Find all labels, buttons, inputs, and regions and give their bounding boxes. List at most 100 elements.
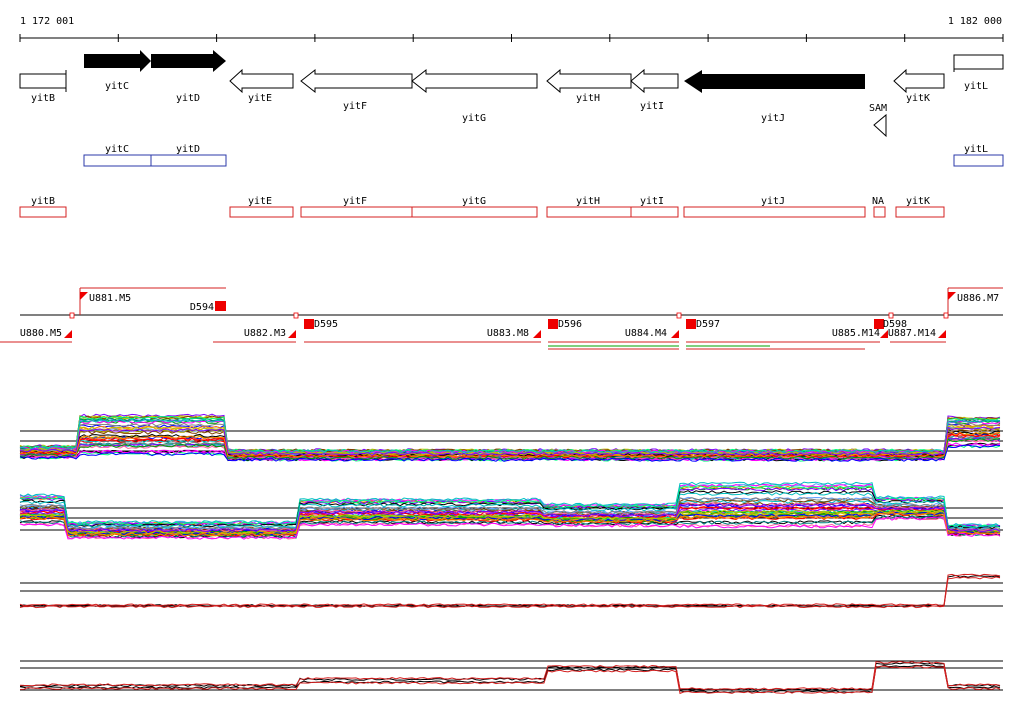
- red-feature-yitH[interactable]: yitH: [546, 196, 632, 218]
- svg-text:U883.M8: U883.M8: [487, 328, 529, 339]
- signal-trace: [19, 660, 1001, 691]
- svg-text:U880.M5: U880.M5: [20, 328, 62, 339]
- gene-yitK[interactable]: yitK: [893, 68, 945, 104]
- signal-trace: [19, 492, 1001, 529]
- gene-yitC[interactable]: yitC: [84, 50, 151, 92]
- signal-trace: [19, 665, 1001, 695]
- segmentation-track: U881.M5 D594 U886.M7 U880.M5 U882.M3 D59…: [0, 287, 1003, 350]
- signal-trace: [19, 511, 1001, 536]
- signal-trace: [19, 438, 1001, 460]
- feature-label: yitB: [31, 196, 55, 207]
- feature-label: yitF: [343, 196, 367, 207]
- gene-label: yitB: [31, 93, 55, 104]
- feature-label: yitJ: [761, 196, 785, 207]
- gene-label: yitI: [640, 101, 664, 112]
- segment-U887.M14[interactable]: U887.M14: [888, 312, 949, 339]
- red-feature-yitJ[interactable]: yitJ: [683, 196, 866, 218]
- segment-D596[interactable]: D596: [548, 319, 582, 330]
- gene-label: yitJ: [761, 113, 785, 124]
- feature-label: NA: [872, 196, 884, 207]
- segment-U886.M7[interactable]: U886.M7: [948, 292, 999, 304]
- expression-panel-1: [19, 413, 1003, 462]
- blue-feature-yitL[interactable]: yitL: [953, 144, 1004, 167]
- expression-panel-4: [19, 660, 1003, 695]
- red-feature-yitF[interactable]: yitF: [300, 196, 413, 218]
- signal-trace: [19, 576, 1001, 609]
- coordinate-ruler: 1 172 001 1 182 000: [19, 16, 1004, 42]
- feature-label: yitK: [906, 196, 930, 207]
- segment-U881.M5[interactable]: U881.M5: [80, 292, 131, 304]
- gene-label: yitD: [176, 93, 200, 104]
- segment-D595[interactable]: D595: [304, 319, 338, 330]
- signal-trace: [19, 497, 1001, 531]
- svg-text:U886.M7: U886.M7: [957, 293, 999, 304]
- gene-label: yitF: [343, 101, 367, 112]
- signal-trace: [19, 430, 1001, 458]
- signal-trace: [19, 662, 1001, 691]
- signal-trace: [19, 481, 1001, 528]
- gene-yitD[interactable]: yitD: [151, 50, 226, 104]
- feature-label: yitD: [176, 144, 200, 155]
- end-coordinate: 1 182 000: [948, 16, 1002, 27]
- signal-trace: [19, 483, 1001, 528]
- feature-label: yitC: [105, 144, 129, 155]
- svg-text:U884.M4: U884.M4: [625, 328, 667, 339]
- red-feature-yitG[interactable]: yitG: [411, 196, 538, 218]
- segment-D597[interactable]: D597: [686, 319, 720, 330]
- svg-text:D594: D594: [190, 302, 214, 313]
- svg-text:U881.M5: U881.M5: [89, 293, 131, 304]
- segment-U884.M4[interactable]: U884.M4: [625, 312, 682, 339]
- blue-feature-yitD[interactable]: yitD: [150, 144, 227, 167]
- svg-text:D598: D598: [883, 319, 907, 330]
- signal-trace: [19, 512, 1001, 537]
- gene-label: yitK: [906, 93, 930, 104]
- feature-label: yitG: [462, 196, 486, 207]
- feature-label: yitH: [576, 196, 600, 207]
- gene-yitE[interactable]: yitE: [229, 68, 294, 104]
- gene-label: yitG: [462, 113, 486, 124]
- segment-U880.M5[interactable]: U880.M5: [20, 312, 75, 339]
- blue-operon-track: yitC yitD yitL: [83, 144, 1004, 167]
- signal-trace: [19, 502, 1001, 532]
- riboswitch-SAM[interactable]: SAM: [869, 103, 887, 138]
- gene-yitJ[interactable]: yitJ: [684, 70, 865, 124]
- svg-text:D595: D595: [314, 319, 338, 330]
- red-feature-NA[interactable]: NA: [872, 196, 886, 218]
- svg-text:U887.M14: U887.M14: [888, 328, 936, 339]
- red-feature-yitI[interactable]: yitI: [630, 196, 679, 218]
- gene-yitF[interactable]: yitF: [300, 68, 413, 112]
- segment-D594[interactable]: D594: [190, 301, 226, 313]
- svg-text:U882.M3: U882.M3: [244, 328, 286, 339]
- svg-text:D596: D596: [558, 319, 582, 330]
- start-coordinate: 1 172 001: [20, 16, 74, 27]
- gene-yitI[interactable]: yitI: [630, 68, 679, 112]
- red-feature-yitK[interactable]: yitK: [895, 196, 945, 218]
- segment-D598[interactable]: D598: [874, 312, 907, 330]
- signal-trace: [19, 419, 1001, 454]
- gene-yitG[interactable]: yitG: [411, 68, 538, 124]
- red-feature-yitE[interactable]: yitE: [229, 196, 294, 218]
- expression-panel-3: [19, 573, 1003, 609]
- feature-label: yitE: [248, 196, 272, 207]
- signal-trace: [19, 509, 1001, 535]
- segment-U883.M8[interactable]: U883.M8: [487, 328, 541, 339]
- svg-text:U885.M14: U885.M14: [832, 328, 880, 339]
- red-feature-yitB[interactable]: yitB: [19, 196, 67, 218]
- segment-U882.M3[interactable]: U882.M3: [244, 312, 299, 339]
- segment-U885.M14[interactable]: U885.M14: [832, 328, 888, 339]
- gene-yitH[interactable]: yitH: [546, 68, 632, 104]
- gene-label: SAM: [869, 103, 887, 114]
- gene-yitB[interactable]: yitB: [19, 70, 67, 104]
- feature-label: yitL: [964, 144, 988, 155]
- signal-trace: [19, 573, 1001, 607]
- gene-label: yitH: [576, 93, 600, 104]
- gene-yitL[interactable]: yitL: [953, 54, 1004, 92]
- signal-trace: [19, 426, 1001, 456]
- blue-feature-yitC[interactable]: yitC: [83, 144, 152, 167]
- red-transcript-track: yitB yitE yitF yitG yitH yitI yitJ NA: [19, 196, 945, 218]
- gene-label: yitC: [105, 81, 129, 92]
- signal-trace: [19, 516, 1001, 540]
- signal-trace: [19, 503, 1001, 533]
- gene-label: yitL: [964, 81, 988, 92]
